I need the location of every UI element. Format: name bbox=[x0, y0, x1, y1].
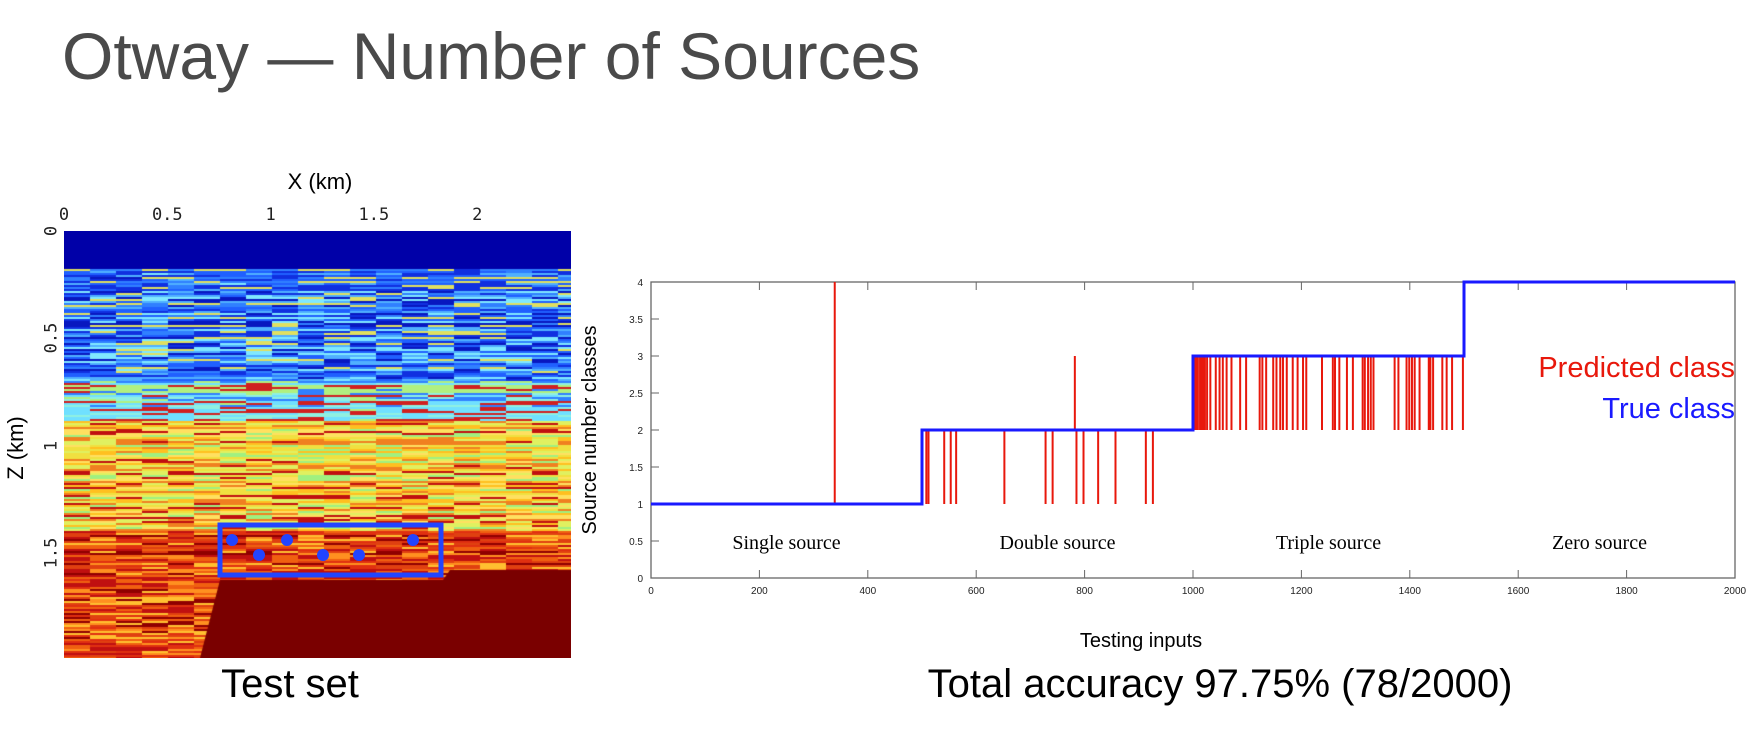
source-dot bbox=[407, 534, 419, 546]
y-tick-label: 2.5 bbox=[629, 389, 643, 400]
region-label: Zero source bbox=[1552, 532, 1647, 554]
source-dot bbox=[281, 534, 293, 546]
left-caption: Test set bbox=[221, 662, 359, 706]
seismic-image bbox=[64, 231, 571, 658]
x-tick-label: 200 bbox=[751, 586, 768, 597]
source-region-box bbox=[217, 522, 444, 578]
x-tick-label: 1400 bbox=[1399, 586, 1422, 597]
x-tick-label: 600 bbox=[968, 586, 985, 597]
region-label: Double source bbox=[999, 532, 1116, 554]
y-tick-label: 1.5 bbox=[629, 463, 643, 474]
x-tick-label: 2 bbox=[472, 205, 483, 225]
x-tick-label: 0.5 bbox=[151, 205, 183, 225]
true-class-line bbox=[651, 280, 1735, 506]
region-label: Triple source bbox=[1275, 532, 1382, 554]
legend-true: True class bbox=[1602, 393, 1735, 425]
y-tick-label: 0 bbox=[637, 574, 643, 585]
chart-y-label: Source number classes bbox=[579, 325, 601, 535]
y-tick-label: 2 bbox=[637, 426, 643, 437]
x-tick-label: 1200 bbox=[1290, 586, 1313, 597]
source-dot bbox=[226, 534, 238, 546]
region-label: Single source bbox=[732, 532, 841, 554]
x-tick-label: 0 bbox=[58, 205, 70, 225]
y-tick-label: 4 bbox=[637, 278, 643, 289]
x-tick-label: 1.5 bbox=[358, 205, 390, 225]
x-tick-label: 1000 bbox=[1182, 586, 1205, 597]
x-tick-label: 1600 bbox=[1507, 586, 1530, 597]
x-tick-label: 1800 bbox=[1615, 586, 1638, 597]
x-axis-label: X (km) bbox=[287, 169, 353, 194]
source-overlay bbox=[217, 522, 444, 578]
x-tick-label: 0 bbox=[648, 586, 654, 597]
legend-predicted: Predicted class bbox=[1538, 352, 1735, 384]
source-dot bbox=[353, 549, 365, 561]
chart-x-label: Testing inputs bbox=[1079, 630, 1203, 652]
accuracy-caption: Total accuracy 97.75% (78/2000) bbox=[927, 662, 1513, 706]
source-dot bbox=[253, 549, 265, 561]
x-tick-label: 400 bbox=[859, 586, 876, 597]
source-dot bbox=[317, 549, 329, 561]
y-tick-label: 1 bbox=[637, 500, 643, 511]
y-tick-label: 3 bbox=[637, 352, 643, 363]
x-tick-label: 2000 bbox=[1724, 586, 1747, 597]
slide-title: Otway — Number of Sources bbox=[62, 19, 921, 93]
y-tick-label: 0.5 bbox=[629, 537, 643, 548]
y-tick-label: 3.5 bbox=[629, 315, 643, 326]
x-tick-label: 1 bbox=[265, 205, 276, 225]
x-tick-label: 800 bbox=[1076, 586, 1093, 597]
